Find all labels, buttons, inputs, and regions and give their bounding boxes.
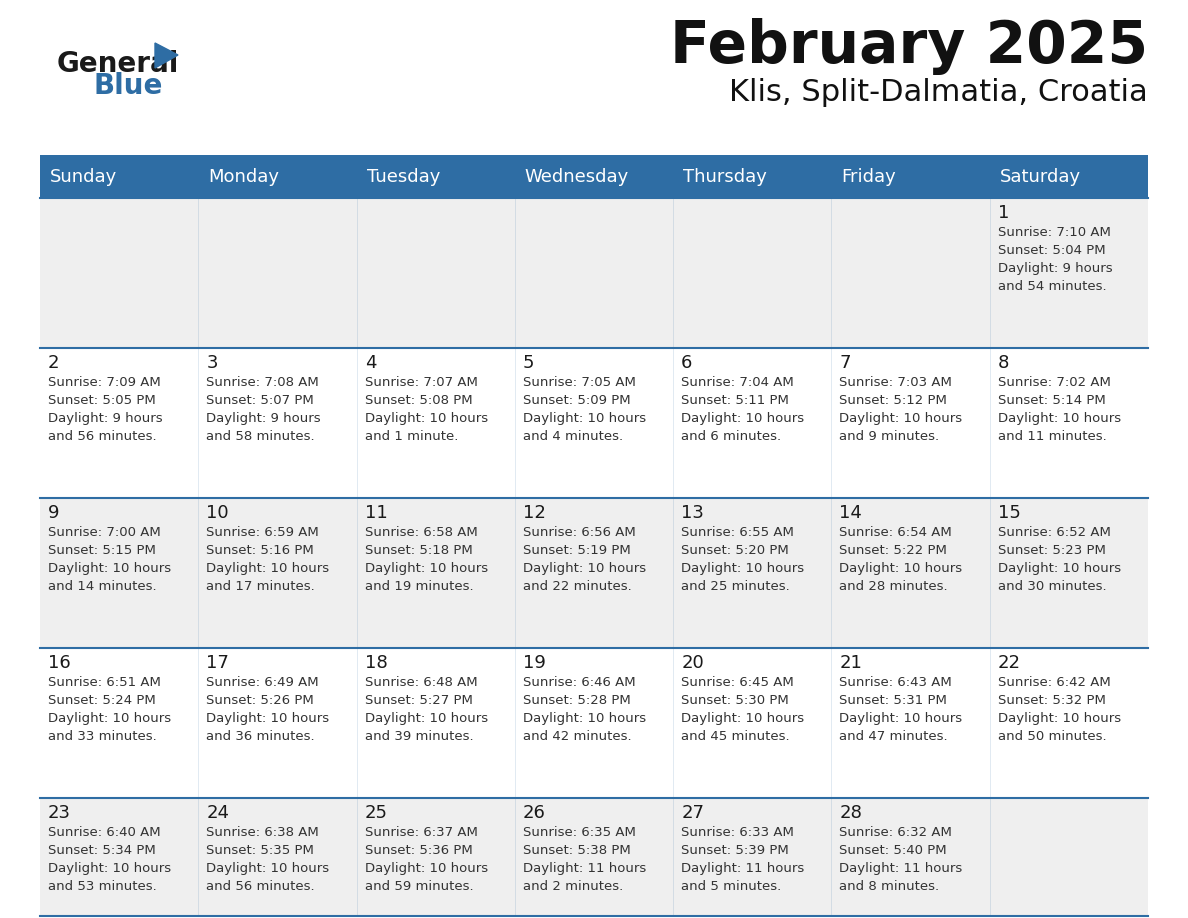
Text: 2: 2 [48, 354, 59, 372]
Text: 15: 15 [998, 504, 1020, 522]
Bar [40, 155, 1148, 198]
Text: 20: 20 [681, 654, 704, 672]
Text: 10: 10 [207, 504, 229, 522]
Text: Thursday: Thursday [683, 167, 767, 185]
Text: Sunrise: 7:00 AM
Sunset: 5:15 PM
Daylight: 10 hours
and 14 minutes.: Sunrise: 7:00 AM Sunset: 5:15 PM Dayligh… [48, 526, 171, 593]
Text: 3: 3 [207, 354, 217, 372]
Text: 26: 26 [523, 804, 545, 822]
Text: 1: 1 [998, 204, 1009, 222]
Text: Sunrise: 6:37 AM
Sunset: 5:36 PM
Daylight: 10 hours
and 59 minutes.: Sunrise: 6:37 AM Sunset: 5:36 PM Dayligh… [365, 826, 488, 893]
Text: Sunrise: 6:48 AM
Sunset: 5:27 PM
Daylight: 10 hours
and 39 minutes.: Sunrise: 6:48 AM Sunset: 5:27 PM Dayligh… [365, 676, 488, 743]
Text: Sunrise: 6:56 AM
Sunset: 5:19 PM
Daylight: 10 hours
and 22 minutes.: Sunrise: 6:56 AM Sunset: 5:19 PM Dayligh… [523, 526, 646, 593]
Polygon shape [154, 43, 178, 68]
Text: 21: 21 [840, 654, 862, 672]
Text: Sunrise: 6:38 AM
Sunset: 5:35 PM
Daylight: 10 hours
and 56 minutes.: Sunrise: 6:38 AM Sunset: 5:35 PM Dayligh… [207, 826, 329, 893]
Text: 25: 25 [365, 804, 387, 822]
Text: Saturday: Saturday [1000, 167, 1081, 185]
Text: Sunrise: 7:03 AM
Sunset: 5:12 PM
Daylight: 10 hours
and 9 minutes.: Sunrise: 7:03 AM Sunset: 5:12 PM Dayligh… [840, 376, 962, 443]
Text: 23: 23 [48, 804, 71, 822]
Text: 22: 22 [998, 654, 1020, 672]
Text: 13: 13 [681, 504, 704, 522]
Text: 8: 8 [998, 354, 1009, 372]
Text: Sunrise: 6:46 AM
Sunset: 5:28 PM
Daylight: 10 hours
and 42 minutes.: Sunrise: 6:46 AM Sunset: 5:28 PM Dayligh… [523, 676, 646, 743]
Text: Sunrise: 6:52 AM
Sunset: 5:23 PM
Daylight: 10 hours
and 30 minutes.: Sunrise: 6:52 AM Sunset: 5:23 PM Dayligh… [998, 526, 1120, 593]
Text: Sunrise: 7:04 AM
Sunset: 5:11 PM
Daylight: 10 hours
and 6 minutes.: Sunrise: 7:04 AM Sunset: 5:11 PM Dayligh… [681, 376, 804, 443]
Text: Sunrise: 6:42 AM
Sunset: 5:32 PM
Daylight: 10 hours
and 50 minutes.: Sunrise: 6:42 AM Sunset: 5:32 PM Dayligh… [998, 676, 1120, 743]
Text: General: General [57, 50, 179, 78]
Text: Sunrise: 7:02 AM
Sunset: 5:14 PM
Daylight: 10 hours
and 11 minutes.: Sunrise: 7:02 AM Sunset: 5:14 PM Dayligh… [998, 376, 1120, 443]
Text: 4: 4 [365, 354, 377, 372]
Text: Sunrise: 6:49 AM
Sunset: 5:26 PM
Daylight: 10 hours
and 36 minutes.: Sunrise: 6:49 AM Sunset: 5:26 PM Dayligh… [207, 676, 329, 743]
Text: 28: 28 [840, 804, 862, 822]
Text: 7: 7 [840, 354, 851, 372]
Text: 5: 5 [523, 354, 535, 372]
Text: Sunrise: 6:51 AM
Sunset: 5:24 PM
Daylight: 10 hours
and 33 minutes.: Sunrise: 6:51 AM Sunset: 5:24 PM Dayligh… [48, 676, 171, 743]
Text: Sunrise: 6:33 AM
Sunset: 5:39 PM
Daylight: 11 hours
and 5 minutes.: Sunrise: 6:33 AM Sunset: 5:39 PM Dayligh… [681, 826, 804, 893]
Text: 19: 19 [523, 654, 545, 672]
Text: 17: 17 [207, 654, 229, 672]
Text: Sunrise: 6:59 AM
Sunset: 5:16 PM
Daylight: 10 hours
and 17 minutes.: Sunrise: 6:59 AM Sunset: 5:16 PM Dayligh… [207, 526, 329, 593]
Bar [40, 348, 1148, 498]
Text: 6: 6 [681, 354, 693, 372]
Text: 18: 18 [365, 654, 387, 672]
Text: Sunrise: 6:58 AM
Sunset: 5:18 PM
Daylight: 10 hours
and 19 minutes.: Sunrise: 6:58 AM Sunset: 5:18 PM Dayligh… [365, 526, 488, 593]
Text: Sunday: Sunday [50, 167, 118, 185]
Text: 14: 14 [840, 504, 862, 522]
Text: 11: 11 [365, 504, 387, 522]
Text: Sunrise: 6:32 AM
Sunset: 5:40 PM
Daylight: 11 hours
and 8 minutes.: Sunrise: 6:32 AM Sunset: 5:40 PM Dayligh… [840, 826, 962, 893]
Text: Sunrise: 6:40 AM
Sunset: 5:34 PM
Daylight: 10 hours
and 53 minutes.: Sunrise: 6:40 AM Sunset: 5:34 PM Dayligh… [48, 826, 171, 893]
Text: 16: 16 [48, 654, 71, 672]
Text: Sunrise: 7:10 AM
Sunset: 5:04 PM
Daylight: 9 hours
and 54 minutes.: Sunrise: 7:10 AM Sunset: 5:04 PM Dayligh… [998, 226, 1112, 293]
Bar [40, 648, 1148, 798]
Text: Sunrise: 7:05 AM
Sunset: 5:09 PM
Daylight: 10 hours
and 4 minutes.: Sunrise: 7:05 AM Sunset: 5:09 PM Dayligh… [523, 376, 646, 443]
Text: Wednesday: Wednesday [525, 167, 630, 185]
Bar [40, 798, 1148, 916]
Text: Friday: Friday [841, 167, 896, 185]
Text: 9: 9 [48, 504, 59, 522]
Bar [40, 198, 1148, 348]
Text: Sunrise: 6:35 AM
Sunset: 5:38 PM
Daylight: 11 hours
and 2 minutes.: Sunrise: 6:35 AM Sunset: 5:38 PM Dayligh… [523, 826, 646, 893]
Text: Sunrise: 7:09 AM
Sunset: 5:05 PM
Daylight: 9 hours
and 56 minutes.: Sunrise: 7:09 AM Sunset: 5:05 PM Dayligh… [48, 376, 163, 443]
Text: Blue: Blue [93, 72, 163, 100]
Text: 24: 24 [207, 804, 229, 822]
Text: Sunrise: 7:07 AM
Sunset: 5:08 PM
Daylight: 10 hours
and 1 minute.: Sunrise: 7:07 AM Sunset: 5:08 PM Dayligh… [365, 376, 488, 443]
Text: 12: 12 [523, 504, 545, 522]
Text: Klis, Split-Dalmatia, Croatia: Klis, Split-Dalmatia, Croatia [729, 78, 1148, 107]
Text: Tuesday: Tuesday [367, 167, 440, 185]
Text: February 2025: February 2025 [670, 18, 1148, 75]
Text: Sunrise: 6:55 AM
Sunset: 5:20 PM
Daylight: 10 hours
and 25 minutes.: Sunrise: 6:55 AM Sunset: 5:20 PM Dayligh… [681, 526, 804, 593]
Text: Monday: Monday [208, 167, 279, 185]
Text: Sunrise: 7:08 AM
Sunset: 5:07 PM
Daylight: 9 hours
and 58 minutes.: Sunrise: 7:08 AM Sunset: 5:07 PM Dayligh… [207, 376, 321, 443]
Text: 27: 27 [681, 804, 704, 822]
Bar [40, 498, 1148, 648]
Text: Sunrise: 6:54 AM
Sunset: 5:22 PM
Daylight: 10 hours
and 28 minutes.: Sunrise: 6:54 AM Sunset: 5:22 PM Dayligh… [840, 526, 962, 593]
Text: Sunrise: 6:45 AM
Sunset: 5:30 PM
Daylight: 10 hours
and 45 minutes.: Sunrise: 6:45 AM Sunset: 5:30 PM Dayligh… [681, 676, 804, 743]
Text: Sunrise: 6:43 AM
Sunset: 5:31 PM
Daylight: 10 hours
and 47 minutes.: Sunrise: 6:43 AM Sunset: 5:31 PM Dayligh… [840, 676, 962, 743]
